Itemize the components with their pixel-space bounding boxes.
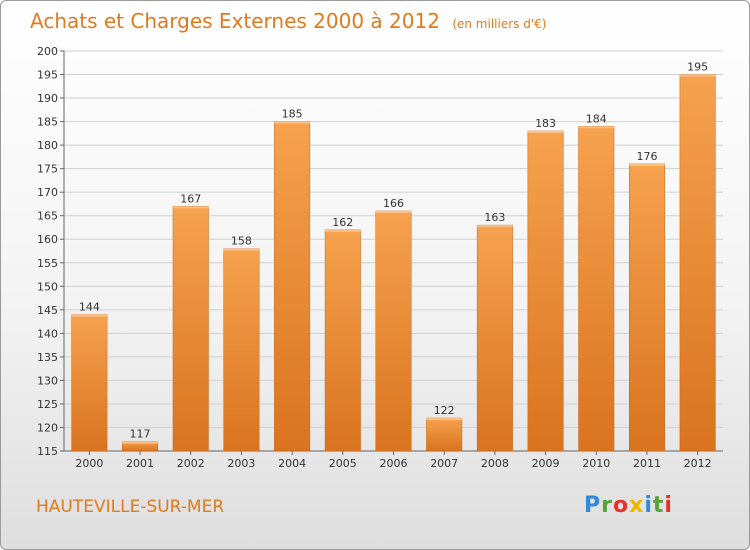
chart-unit: (en milliers d'€) bbox=[452, 17, 547, 31]
bar-2004 bbox=[274, 121, 311, 452]
bar-2000 bbox=[71, 314, 108, 452]
labels: 115 120 125 130 135 140 145 150 155 160 165 170 175 1… bbox=[37, 45, 712, 470]
bar-top-highlight bbox=[477, 225, 513, 228]
x-tick-label-2002: 2002 bbox=[177, 457, 205, 470]
bar-top-highlight bbox=[274, 121, 310, 124]
chart-title-text: Achats et Charges Externes 2000 à 2012 bbox=[30, 9, 440, 33]
y-tick-label: 190 bbox=[37, 92, 58, 105]
bar-2009 bbox=[527, 130, 564, 452]
bar-top-highlight bbox=[223, 248, 260, 251]
bar-2011 bbox=[628, 163, 665, 452]
bar-top-highlight bbox=[122, 441, 158, 444]
x-tick-label-2000: 2000 bbox=[75, 457, 103, 470]
x-tick-label-2003: 2003 bbox=[227, 457, 255, 470]
bar-top-highlight bbox=[527, 131, 564, 133]
value-label-2001: 117 bbox=[130, 428, 151, 441]
y-tick-label: 200 bbox=[37, 45, 58, 58]
y-tick-label: 155 bbox=[37, 257, 58, 270]
value-label-2004: 185 bbox=[282, 108, 303, 121]
y-tick-label: 180 bbox=[37, 139, 58, 152]
value-label-2000: 144 bbox=[79, 301, 100, 314]
proxiti-logo: Proxiti bbox=[584, 493, 673, 518]
bar-2005 bbox=[324, 229, 361, 452]
y-tick-label: 170 bbox=[37, 186, 58, 199]
bar-2002 bbox=[172, 206, 209, 452]
x-tick-label-2006: 2006 bbox=[380, 457, 408, 470]
bar-2003 bbox=[223, 248, 260, 452]
x-tick-label-2010: 2010 bbox=[582, 457, 610, 470]
bar-top-highlight bbox=[629, 163, 665, 166]
bar-2007 bbox=[426, 417, 463, 452]
bar-top-highlight bbox=[325, 229, 361, 232]
y-tick-label: 195 bbox=[37, 69, 58, 82]
y-tick-label: 130 bbox=[37, 374, 58, 387]
value-label-2011: 176 bbox=[636, 150, 657, 163]
bar-2006 bbox=[375, 210, 412, 452]
y-tick-label: 135 bbox=[37, 351, 58, 364]
value-label-2010: 184 bbox=[586, 112, 607, 125]
y-tick-label: 125 bbox=[37, 398, 58, 411]
bar-top-highlight bbox=[172, 206, 209, 209]
x-tick-label-2008: 2008 bbox=[481, 457, 509, 470]
x-tick-label-2004: 2004 bbox=[278, 457, 306, 470]
bar-top-highlight bbox=[375, 211, 412, 213]
y-tick-label: 145 bbox=[37, 304, 58, 317]
y-tick-label: 160 bbox=[37, 233, 58, 246]
y-tick-label: 115 bbox=[37, 445, 58, 458]
value-label-2006: 166 bbox=[383, 197, 404, 210]
value-label-2002: 167 bbox=[180, 192, 201, 205]
y-tick-label: 165 bbox=[37, 210, 58, 223]
bar-2008 bbox=[476, 224, 513, 452]
bar-top-highlight bbox=[679, 74, 716, 77]
x-tick-label-2007: 2007 bbox=[430, 457, 458, 470]
bar-top-highlight bbox=[426, 418, 462, 421]
value-label-2007: 122 bbox=[434, 404, 455, 417]
value-label-2008: 163 bbox=[484, 211, 505, 224]
x-tick-label-2011: 2011 bbox=[633, 457, 661, 470]
bar-top-highlight bbox=[578, 126, 615, 129]
commune-name: HAUTEVILLE-SUR-MER bbox=[36, 497, 225, 517]
y-tick-label: 185 bbox=[37, 116, 58, 129]
x-tick-label-2009: 2009 bbox=[532, 457, 560, 470]
bar-2010 bbox=[578, 126, 615, 452]
value-label-2005: 162 bbox=[332, 216, 353, 229]
y-tick-label: 150 bbox=[37, 280, 58, 293]
x-tick-label-2001: 2001 bbox=[126, 457, 154, 470]
chart-title: Achats et Charges Externes 2000 à 2012 (… bbox=[30, 9, 546, 33]
x-tick-label-2005: 2005 bbox=[329, 457, 357, 470]
y-tick-label: 175 bbox=[37, 163, 58, 176]
x-tick-label-2012: 2012 bbox=[684, 457, 712, 470]
bar-top-highlight bbox=[71, 314, 108, 317]
y-tick-label: 140 bbox=[37, 327, 58, 340]
value-label-2003: 158 bbox=[231, 235, 252, 248]
value-label-2009: 183 bbox=[535, 117, 556, 130]
y-tick-label: 120 bbox=[37, 421, 58, 434]
bars bbox=[71, 74, 716, 452]
value-label-2012: 195 bbox=[687, 61, 708, 74]
bar-2012 bbox=[679, 74, 716, 452]
